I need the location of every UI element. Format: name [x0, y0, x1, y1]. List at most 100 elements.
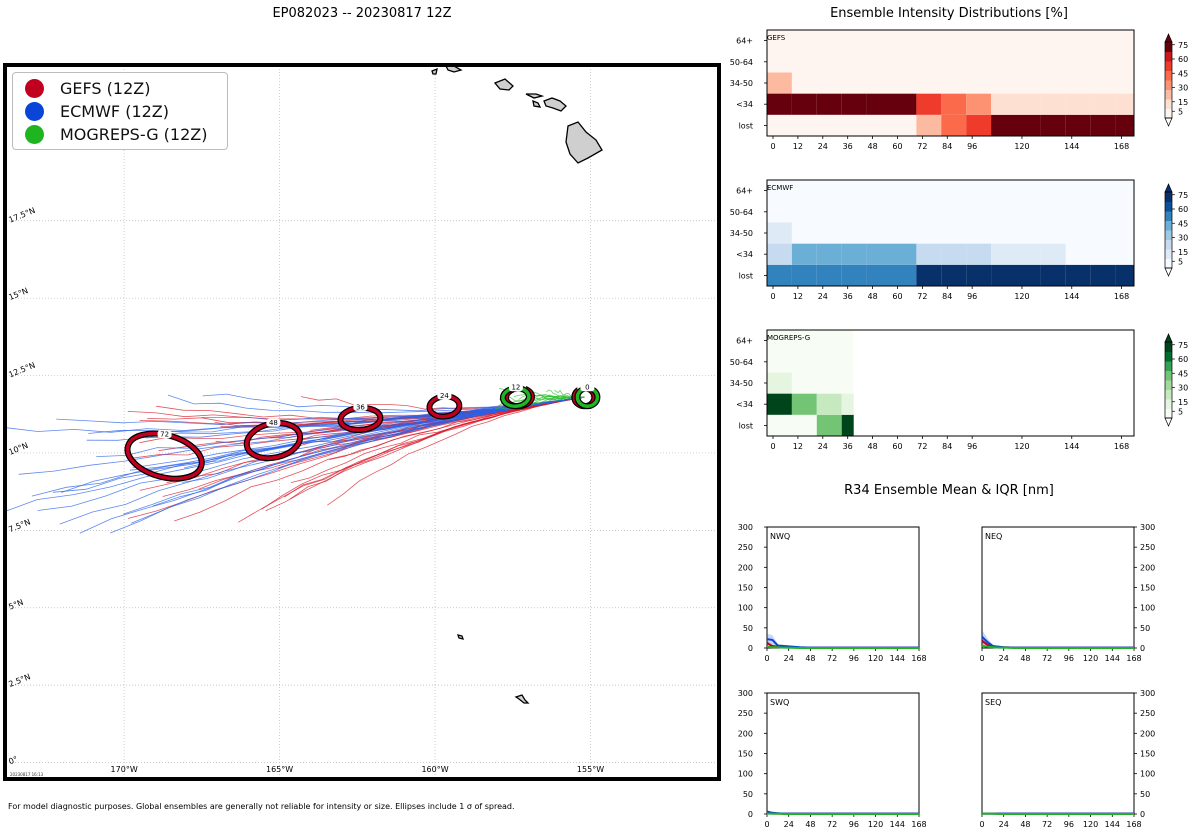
- heatmap-cell: [816, 201, 842, 223]
- heatmap-cell: [916, 264, 942, 286]
- heatmap-cell: [841, 114, 867, 136]
- heatmap-cell: [891, 243, 917, 265]
- heatmap-cell: [941, 264, 967, 286]
- r34-y-label: 0: [748, 810, 753, 819]
- heatmap-cell: [1040, 72, 1066, 94]
- heatmap-x-label: 24: [818, 142, 828, 151]
- r34-x-label: 120: [1083, 820, 1098, 829]
- island-maui: [543, 97, 567, 112]
- heatmap-cell: [816, 372, 842, 394]
- legend-label: GEFS (12Z): [60, 78, 151, 98]
- heatmap-x-label: 120: [1014, 292, 1029, 301]
- r34-mean-line: [766, 645, 919, 649]
- heatmap-cell: [1040, 30, 1066, 52]
- heatmap-cell: [1090, 72, 1116, 94]
- colorbar-segment: [1165, 342, 1172, 352]
- heatmap-cell: [1065, 93, 1091, 115]
- legend-label: MOGREPS-G (12Z): [60, 124, 208, 144]
- heatmap-cell: [1065, 51, 1091, 73]
- r34-x-label: 144: [1105, 820, 1120, 829]
- heatmap-row-label: 50-64: [730, 358, 753, 367]
- intensity-distributions: GEFS 64+ 50-64 34-50 <34 lost 0 12 24 36 48 60 72 84 9…: [730, 29, 1188, 451]
- track-member: [123, 396, 585, 515]
- heatmap-cell: [941, 180, 967, 202]
- r34-title: R34 Ensemble Mean & IQR [nm]: [844, 483, 1054, 498]
- colorbar-segment: [1165, 408, 1172, 419]
- heatmap-cell: [891, 201, 917, 223]
- map-content: 01224364872012: [6, 66, 718, 778]
- colorbar-segment: [1165, 249, 1172, 259]
- heatmap-cell: [1065, 180, 1091, 202]
- heatmap-cell: [991, 264, 1016, 286]
- heatmap-cell: [841, 201, 867, 223]
- heatmap-cell: [841, 330, 854, 352]
- r34-y-label: 200: [1140, 729, 1155, 738]
- hour-label-text: 0: [585, 384, 589, 392]
- heatmap-cell: [767, 114, 792, 136]
- heatmap-cell: [841, 222, 867, 244]
- heatmap-x-label: 36: [843, 442, 853, 451]
- heatmap-row-label: 64+: [736, 187, 753, 196]
- heatmap-x-label: 36: [843, 142, 853, 151]
- colorbar-label: 30: [1178, 84, 1188, 93]
- heatmap-cell: [1065, 30, 1091, 52]
- heatmap-x-label: 12: [793, 442, 803, 451]
- heatmap-cell: [791, 393, 817, 415]
- heatmap-cell: [866, 30, 892, 52]
- heatmap-cell: [941, 93, 967, 115]
- heatmap-cell: [916, 222, 942, 244]
- heatmap-cell: [767, 351, 792, 373]
- heatmap-x-label: 144: [1064, 442, 1079, 451]
- ellipse-gefs-48h: 48: [243, 418, 304, 462]
- mogreps-marker-icon: [25, 124, 44, 144]
- heatmap-row-label: lost: [739, 271, 753, 280]
- heatmap-x-label: 96: [967, 142, 977, 151]
- heatmap-cell: [991, 114, 1016, 136]
- ellipse-hour-label: 24: [437, 391, 452, 400]
- ellipse-gefs-72h: 72: [124, 430, 205, 482]
- heatmap-cell: [991, 30, 1016, 52]
- island-niihau: [431, 67, 438, 75]
- heatmap-cell: [767, 30, 792, 52]
- heatmap-x-label: 72: [917, 442, 927, 451]
- heatmap-cell: [791, 114, 817, 136]
- r34-quadrant-label: NEQ: [985, 532, 1002, 541]
- heatmap-cell: [916, 114, 942, 136]
- heatmap-x-label: 0: [770, 292, 775, 301]
- colorbar-label: 5: [1178, 407, 1183, 416]
- heatmap-cell: [966, 114, 992, 136]
- r34-y-label: 250: [1140, 709, 1155, 718]
- atoll-south: [457, 634, 464, 640]
- colorbar-segment: [1165, 230, 1172, 240]
- r34-y-label: 300: [1140, 689, 1155, 698]
- heatmap-cell: [966, 180, 992, 202]
- heatmap-cell: [891, 114, 917, 136]
- island-kauai: [445, 66, 463, 73]
- heatmap-cell: [791, 330, 817, 352]
- map-title: EP082023 -- 20230817 12Z: [272, 6, 451, 21]
- ellipse-hour-label: 72: [157, 430, 172, 439]
- heatmap-x-label: 168: [1114, 292, 1129, 301]
- r34-x-label: 72: [1042, 820, 1052, 829]
- heatmap-cell: [966, 201, 992, 223]
- heatmap-cell: [816, 51, 842, 73]
- r34-mean-line: [981, 644, 1134, 649]
- r34-x-label: 24: [784, 654, 794, 663]
- heatmap-cell: [1016, 201, 1041, 223]
- r34-x-label: 120: [868, 654, 883, 663]
- heatmap-cell: [941, 201, 967, 223]
- colorbar-mogreps-g: 515 30 45 60 75: [1164, 333, 1188, 427]
- heatmap-x-label: 12: [793, 142, 803, 151]
- track-member: [31, 396, 585, 497]
- heatmap-x-label: 0: [770, 142, 775, 151]
- colorbar-label: 5: [1178, 257, 1183, 266]
- colorbar-frame: [1164, 191, 1173, 269]
- heatmap-cell: [841, 72, 867, 94]
- ellipse-hour-label: 36: [353, 402, 368, 411]
- r34-x-label: 168: [1126, 654, 1141, 663]
- ellipse-mogreps-g-0h: 0: [574, 383, 601, 410]
- heatmap-cell: [1040, 93, 1066, 115]
- heatmap-cell: [891, 30, 917, 52]
- r34-x-label: 24: [784, 820, 794, 829]
